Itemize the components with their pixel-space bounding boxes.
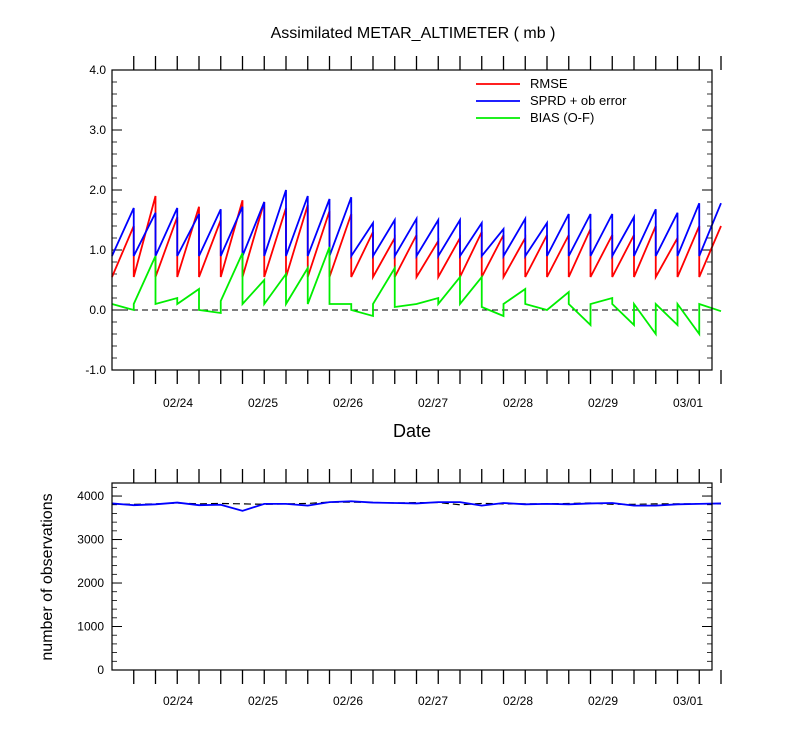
legend-label: SPRD + ob error — [530, 93, 627, 108]
series-line-sprd-ob-error — [111, 189, 722, 260]
top-y-tick-label: 1.0 — [89, 243, 106, 257]
bottom-x-tick-labels: 02/24 02/25 02/26 02/27 02/28 02/29 03/01 — [163, 694, 703, 708]
top-x-tick-label: 02/24 — [163, 396, 193, 410]
bottom-x-tick-label: 02/27 — [418, 694, 448, 708]
x-axis-label: Date — [393, 421, 431, 441]
legend: RMSE SPRD + ob error BIAS (O-F) — [476, 76, 627, 125]
top-y-tick-label: 4.0 — [89, 63, 106, 77]
bottom-y-tick-label: 3000 — [77, 533, 104, 547]
top-y-axis-ticks: -1.0 0.0 1.0 2.0 3.0 4.0 — [85, 63, 712, 377]
top-x-axis-ticks — [133, 56, 722, 384]
top-x-tick-label: 02/28 — [503, 396, 533, 410]
bottom-x-tick-label: 02/28 — [503, 694, 533, 708]
bottom-y-tick-label: 4000 — [77, 489, 104, 503]
top-x-tick-label: 02/27 — [418, 396, 448, 410]
top-x-tick-labels: 02/24 02/25 02/26 02/27 02/28 02/29 03/01 — [163, 396, 703, 410]
top-x-tick-label: 02/26 — [333, 396, 363, 410]
bottom-x-tick-label: 02/29 — [588, 694, 618, 708]
legend-label: RMSE — [530, 76, 568, 91]
top-x-tick-label: 02/29 — [588, 396, 618, 410]
bottom-plot-frame — [111, 482, 713, 671]
series-line-bias-o-f — [111, 246, 722, 337]
top-x-tick-label: 03/01 — [673, 396, 703, 410]
chart-title: Assimilated METAR_ALTIMETER ( mb ) — [271, 25, 556, 42]
observations-used-line — [111, 500, 722, 512]
bottom-x-axis-ticks — [133, 469, 722, 684]
bottom-y-axis-ticks: 0 1000 2000 3000 4000 — [77, 486, 712, 677]
bottom-x-tick-label: 02/25 — [248, 694, 278, 708]
top-plot-frame — [111, 69, 713, 371]
top-y-tick-label: 2.0 — [89, 183, 106, 197]
bottom-series-group — [111, 500, 722, 512]
bottom-x-tick-label: 03/01 — [673, 694, 703, 708]
top-x-tick-label: 02/25 — [248, 396, 278, 410]
top-y-tick-label: -1.0 — [85, 363, 106, 377]
top-y-tick-label: 3.0 — [89, 123, 106, 137]
bottom-y-tick-label: 2000 — [77, 576, 104, 590]
top-chart-panel: Assimilated METAR_ALTIMETER ( mb ) -1.0 0… — [85, 25, 722, 441]
top-y-tick-label: 0.0 — [89, 303, 106, 317]
y-axis-label: number of observations — [39, 493, 56, 660]
bottom-y-tick-label: 0 — [97, 663, 104, 677]
bottom-x-tick-label: 02/26 — [333, 694, 363, 708]
top-series-group — [111, 189, 722, 337]
bottom-y-tick-label: 1000 — [77, 620, 104, 634]
legend-label: BIAS (O-F) — [530, 110, 594, 125]
bottom-x-tick-label: 02/24 — [163, 694, 193, 708]
